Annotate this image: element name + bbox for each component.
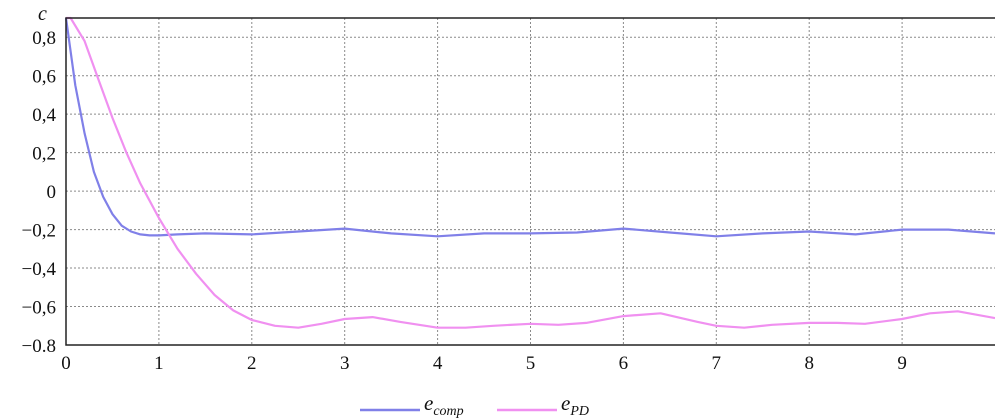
- y-axis-ticks: 0,8 0,6 0,4 0,2 0 −0,2 −0,4 −0,6 −0.8: [22, 28, 57, 357]
- y-tick-label: 0,8: [32, 28, 56, 49]
- series-line-e-pd: [66, 16, 995, 329]
- x-tick-label: 3: [340, 353, 350, 374]
- series-line-e-comp: [64, 17, 995, 238]
- y-tick-label: −0,6: [22, 298, 56, 319]
- x-tick-label: 5: [526, 353, 536, 374]
- legend-label: ePD: [561, 391, 589, 419]
- y-tick-label: 0: [47, 182, 57, 203]
- y-tick-label: −0,2: [22, 221, 56, 242]
- legend-label-base: e: [561, 391, 570, 415]
- legend-label-subscript: comp: [433, 404, 463, 419]
- plot-frame: [65, 17, 995, 346]
- x-tick-label: 8: [804, 353, 814, 374]
- legend-label-base: e: [424, 391, 433, 415]
- y-tick-label: 0,2: [32, 144, 56, 165]
- legend-label-subscript: PD: [569, 404, 589, 419]
- y-axis-label: c: [38, 3, 47, 25]
- x-tick-label: 4: [433, 353, 443, 374]
- x-tick-label: 1: [154, 353, 164, 374]
- y-tick-label: −0,4: [22, 259, 57, 280]
- x-axis-ticks: 0 1 2 3 4 5 6 7 8 9: [61, 353, 907, 374]
- x-tick-label: 2: [247, 353, 257, 374]
- grid: [66, 18, 995, 345]
- x-tick-label: 9: [897, 353, 907, 374]
- x-tick-label: 6: [619, 353, 629, 374]
- legend-label: ecomp: [424, 391, 464, 419]
- y-tick-label: 0,4: [32, 105, 56, 126]
- y-tick-label: 0,6: [32, 67, 56, 88]
- legend: ecomp ePD: [360, 391, 589, 419]
- x-tick-label: 0: [61, 353, 71, 374]
- x-tick-label: 7: [712, 353, 722, 374]
- series-lines: [64, 16, 995, 329]
- y-tick-label: −0.8: [22, 336, 56, 357]
